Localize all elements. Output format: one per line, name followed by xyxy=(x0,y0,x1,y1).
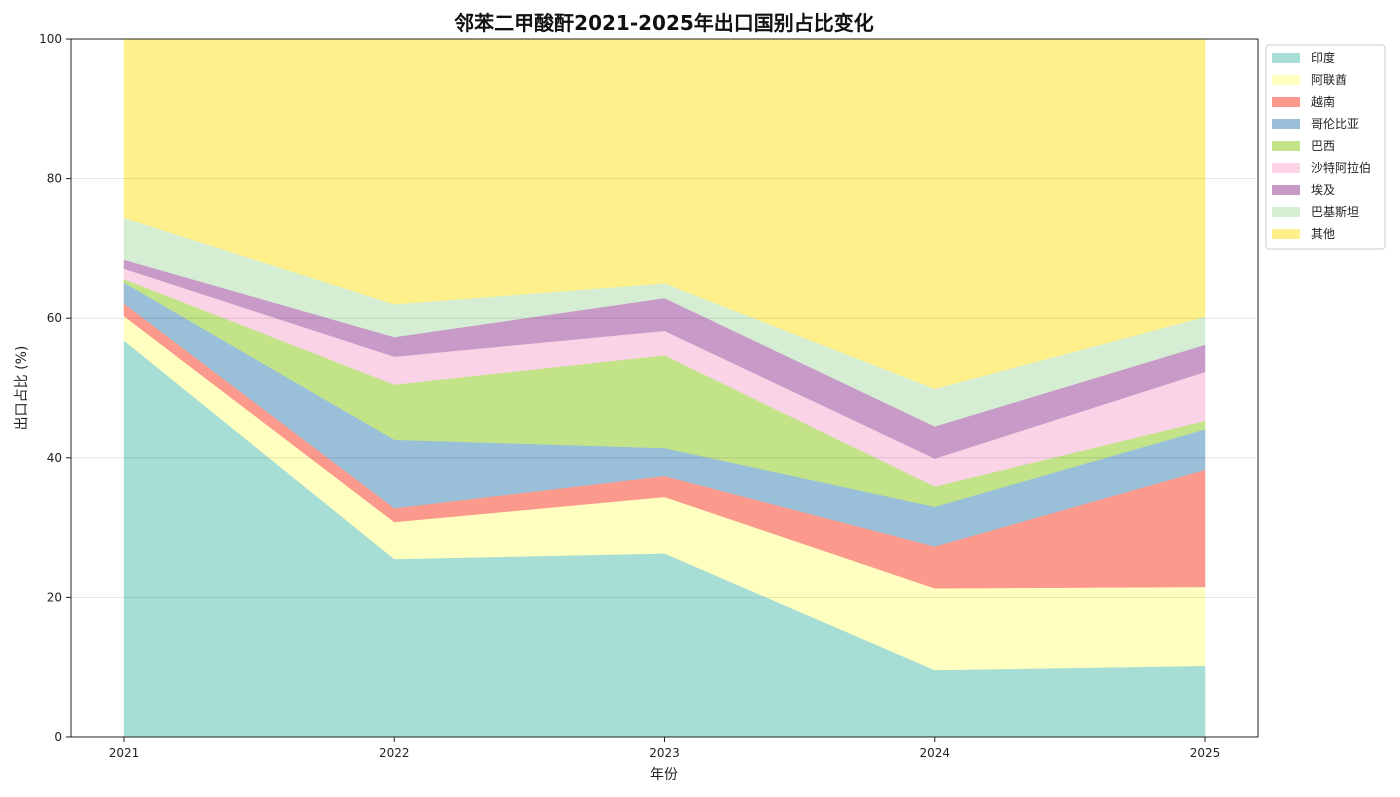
legend-swatch-1 xyxy=(1272,75,1300,85)
legend-swatch-5 xyxy=(1272,163,1300,173)
x-tick-label-1: 2022 xyxy=(379,746,410,760)
y-tick-label-2: 40 xyxy=(47,451,62,465)
legend-label-1: 阿联酋 xyxy=(1311,72,1347,87)
legend-label-5: 沙特阿拉伯 xyxy=(1311,160,1371,175)
y-tick-label-4: 80 xyxy=(47,172,62,186)
legend-label-8: 其他 xyxy=(1311,227,1335,241)
x-tick-label-3: 2024 xyxy=(919,746,950,760)
legend-label-0: 印度 xyxy=(1311,50,1335,65)
y-tick-label-5: 100 xyxy=(39,32,62,46)
legend-label-2: 越南 xyxy=(1311,94,1335,109)
y-axis: 0 20 40 60 80 100 xyxy=(39,32,71,744)
legend-label-7: 巴基斯坦 xyxy=(1311,205,1359,219)
legend-swatch-2 xyxy=(1272,97,1300,107)
legend-swatch-3 xyxy=(1272,119,1300,129)
y-tick-label-0: 0 xyxy=(54,730,62,744)
x-tick-label-4: 2025 xyxy=(1190,746,1221,760)
plot-area xyxy=(123,38,1206,738)
chart-title: 邻苯二甲酸酐2021-2025年出口国别占比变化 xyxy=(454,11,874,35)
x-tick-label-0: 2021 xyxy=(109,746,140,760)
grid-lines xyxy=(71,178,1258,598)
x-axis-label: 年份 xyxy=(650,767,678,783)
legend-label-3: 哥伦比亚 xyxy=(1311,116,1359,131)
legend-label-4: 巴西 xyxy=(1311,139,1335,153)
legend-box xyxy=(1265,44,1386,250)
legend-swatch-8 xyxy=(1272,229,1300,239)
x-axis: 2021 2022 2023 2024 2025 xyxy=(109,737,1221,760)
y-tick-label-1: 20 xyxy=(47,590,62,604)
y-tick-label-3: 60 xyxy=(47,311,62,325)
legend-swatch-4 xyxy=(1272,141,1300,151)
legend-swatch-6 xyxy=(1272,185,1300,195)
legend-swatch-7 xyxy=(1272,207,1300,217)
legend-swatch-0 xyxy=(1272,53,1300,63)
legend-label-6: 埃及 xyxy=(1311,183,1335,197)
y-axis-label: 出口占比 (%) xyxy=(14,346,30,431)
x-tick-label-2: 2023 xyxy=(649,746,680,760)
